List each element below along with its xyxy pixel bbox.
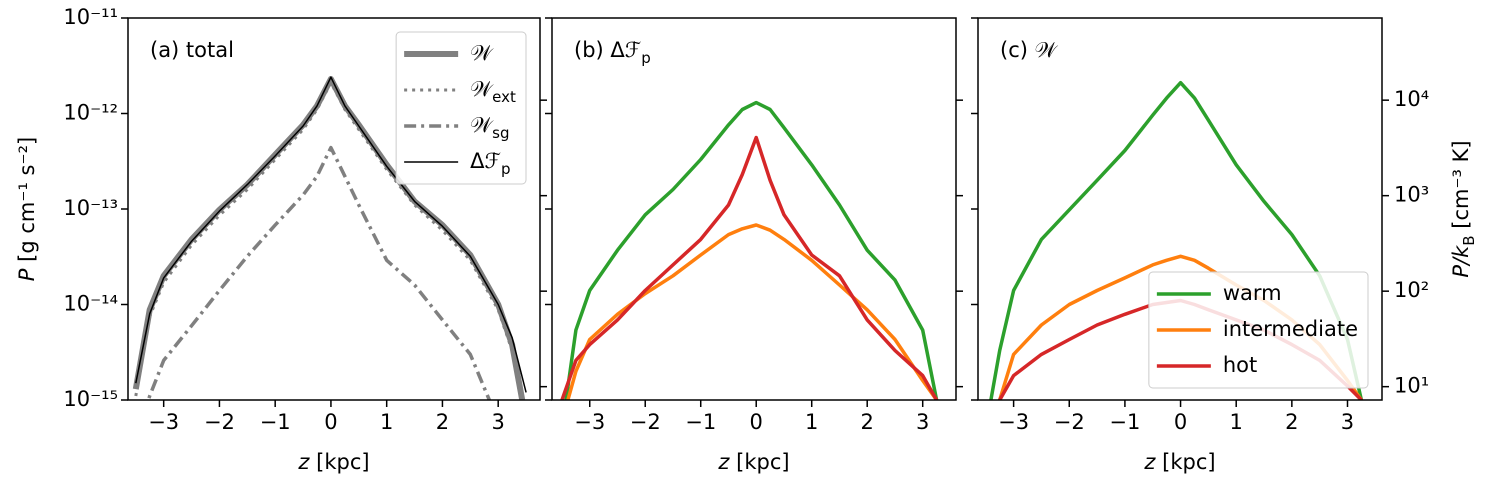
text-part: [kpc] (309, 450, 369, 474)
text-part: intermediate (1223, 317, 1358, 341)
x-tick-label: −2 (1054, 410, 1085, 434)
x-tick-label: 2 (1285, 410, 1298, 434)
text-part: [cm⁻³ K] (1449, 140, 1473, 235)
legend-label: Δℱp (470, 149, 510, 178)
y2-tick-label: 10³ (1394, 183, 1429, 207)
x-tick-label: −3 (148, 410, 179, 434)
text-part: [kpc] (1155, 450, 1215, 474)
panel-label: (b) Δℱp (574, 38, 651, 67)
x-tick-label: 1 (1230, 410, 1243, 434)
text-part: [kpc] (729, 450, 789, 474)
panel-label: (a) total (150, 38, 234, 62)
text-part: (a) total (150, 38, 234, 62)
text-part: 𝒲 (470, 113, 494, 137)
plot-frame (127, 17, 541, 401)
text-part: p (501, 160, 511, 178)
y2-axis-label: P/kB [cm⁻³ K] (1449, 140, 1478, 277)
y2-tick-label: 10⁴ (1394, 87, 1429, 111)
y2-tick-label: 10² (1394, 278, 1429, 302)
text-part: z (1143, 450, 1156, 474)
legend-label: 𝒲sg (470, 113, 509, 142)
series-line (146, 145, 492, 400)
x-axis-label: z [kpc] (297, 450, 369, 474)
series-line (132, 76, 526, 400)
text-part: (b) Δℱ (574, 38, 641, 62)
x-tick-label: −1 (260, 410, 291, 434)
y2-tick-label: 10¹ (1394, 374, 1429, 398)
legend: warm intermediate hot (1148, 271, 1369, 389)
text-part: warm (1223, 281, 1282, 305)
panel-label: (c) 𝒲 (1000, 38, 1059, 62)
text-part: p (641, 49, 651, 67)
x-axis-label: z [kpc] (1143, 450, 1215, 474)
y-tick-label: 10⁻¹³ (63, 196, 118, 220)
y-tick-label: 10⁻¹⁵ (63, 387, 118, 411)
legend-box (1148, 271, 1369, 389)
text-part: B (1460, 235, 1478, 245)
x-tick-label: −3 (998, 410, 1029, 434)
text-part: sg (492, 124, 509, 142)
x-tick-label: 3 (491, 410, 504, 434)
x-tick-label: 0 (324, 410, 337, 434)
legend-label: warm (1223, 281, 1282, 305)
legend-label: 𝒲 (470, 41, 494, 65)
text-part: z (717, 450, 730, 474)
text-part: 𝒲 (470, 77, 494, 101)
x-tick-label: 0 (750, 410, 763, 434)
text-part: Δℱ (470, 149, 501, 173)
series-line (564, 100, 939, 400)
series-line (135, 76, 527, 393)
plot-frame (551, 17, 957, 401)
legend-label: hot (1223, 353, 1257, 377)
legend-box (395, 31, 527, 185)
x-tick-label: −1 (1109, 410, 1140, 434)
text-part: z (297, 450, 310, 474)
text-part: ext (492, 88, 516, 106)
x-tick-label: 3 (916, 410, 929, 434)
legend-label: 𝒲ext (470, 77, 516, 106)
y-tick-label: 10⁻¹⁴ (63, 292, 118, 316)
text-part: (c) 𝒲 (1000, 38, 1059, 62)
text-part: P/k (1449, 245, 1473, 278)
y-axis-label: P [g cm⁻¹ s⁻²] (15, 137, 39, 281)
x-tick-label: 3 (1341, 410, 1354, 434)
x-tick-label: 0 (1174, 410, 1187, 434)
y-tick-label: 10⁻¹² (63, 101, 118, 125)
plot-frame (977, 17, 1383, 401)
x-tick-label: −2 (204, 410, 235, 434)
x-tick-label: 2 (861, 410, 874, 434)
x-tick-label: 2 (436, 410, 449, 434)
text-part: P (15, 268, 39, 281)
x-tick-label: −3 (574, 410, 605, 434)
x-tick-label: −1 (685, 410, 716, 434)
x-tick-label: −2 (630, 410, 661, 434)
series-line (560, 135, 939, 400)
x-axis-label: z [kpc] (717, 450, 789, 474)
legend-label: intermediate (1223, 317, 1358, 341)
text-part: 𝒲 (470, 41, 494, 65)
text-part: [g cm⁻¹ s⁻²] (15, 137, 39, 269)
text-part: hot (1223, 353, 1257, 377)
y-tick-label: 10⁻¹¹ (63, 5, 118, 29)
x-tick-label: 1 (805, 410, 818, 434)
series-line (566, 223, 939, 400)
x-tick-label: 1 (380, 410, 393, 434)
